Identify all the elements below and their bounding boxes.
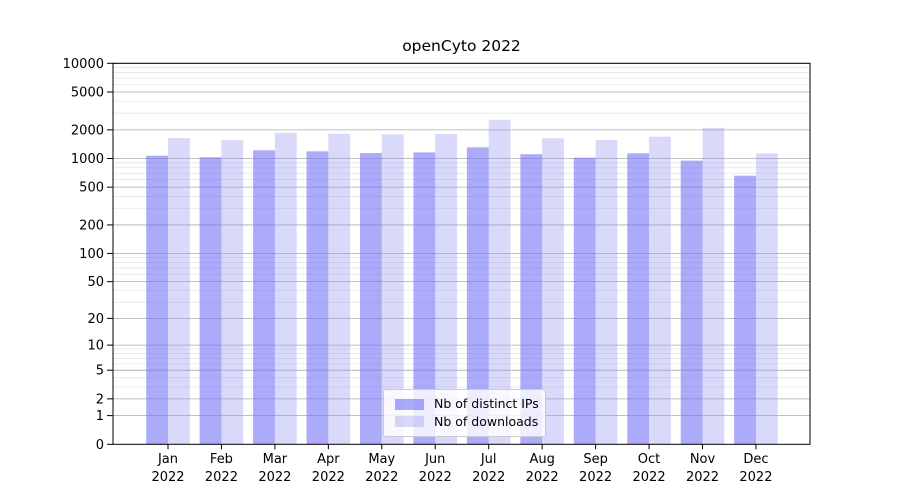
bar-downloads-nov — [702, 127, 725, 445]
bar-distinct-ips-jul — [466, 147, 489, 445]
x-tick-label-year: 2022 — [526, 470, 559, 485]
x-tick-label-year: 2022 — [579, 470, 612, 485]
legend-label-downloads: Nb of downloads — [434, 413, 539, 429]
y-tick-label: 20 — [87, 312, 104, 327]
x-tick-label-year: 2022 — [686, 470, 719, 485]
chart-title: openCyto 2022 — [402, 37, 521, 55]
x-tick-label-year: 2022 — [312, 470, 345, 485]
legend-swatch-distinct-ips-icon — [395, 398, 424, 410]
legend: Nb of distinct IPs Nb of downloads — [383, 389, 546, 437]
bar-distinct-ips-feb — [199, 157, 222, 445]
x-tick-label-month: Dec — [743, 452, 768, 467]
x-tick-label-month: May — [368, 452, 395, 467]
y-tick-label: 1 — [96, 409, 104, 424]
y-tick-label: 2 — [96, 392, 104, 407]
legend-item-downloads: Nb of downloads — [395, 413, 545, 429]
x-tick-label-month: Apr — [317, 452, 340, 467]
x-tick-label-month: Feb — [210, 452, 233, 467]
bar-downloads-dec — [755, 153, 778, 445]
y-tick-label: 5 — [96, 364, 104, 379]
x-tick-label-year: 2022 — [365, 470, 398, 485]
bar-downloads-jul — [488, 119, 511, 445]
bar-distinct-ips-jun — [413, 152, 436, 445]
x-tick-label-month: Aug — [529, 452, 554, 467]
x-tick-label-month: Jun — [424, 452, 445, 467]
x-tick-label-month: Jul — [480, 452, 497, 467]
y-tick-label: 200 — [79, 218, 104, 233]
x-tick-label-month: Sep — [583, 452, 608, 467]
x-tick-label-month: Nov — [690, 452, 716, 467]
bar-downloads-apr — [328, 133, 351, 445]
x-tick-label-year: 2022 — [472, 470, 505, 485]
x-tick-label-year: 2022 — [739, 470, 772, 485]
bar-distinct-ips-aug — [520, 154, 543, 445]
bar-distinct-ips-oct — [627, 153, 650, 445]
y-tick-label: 2000 — [71, 123, 104, 138]
bar-distinct-ips-dec — [734, 175, 756, 445]
y-tick-label: 10000 — [63, 57, 104, 72]
bar-distinct-ips-sep — [573, 157, 596, 445]
bar-distinct-ips-mar — [253, 150, 275, 445]
bar-distinct-ips-may — [360, 153, 382, 445]
x-tick-label-year: 2022 — [205, 470, 238, 485]
x-tick-label-month: Jan — [157, 452, 178, 467]
x-tick-label-year: 2022 — [419, 470, 452, 485]
y-tick-label: 5000 — [71, 85, 104, 100]
bar-downloads-may — [381, 134, 404, 445]
bar-downloads-sep — [595, 139, 618, 445]
x-tick-label-year: 2022 — [151, 470, 184, 485]
bar-downloads-jun — [435, 133, 458, 445]
legend-swatch-downloads-icon — [395, 416, 424, 428]
y-tick-label: 1000 — [71, 152, 104, 167]
y-tick-label: 0 — [96, 438, 104, 453]
y-tick-label: 500 — [79, 181, 104, 196]
bar-distinct-ips-apr — [306, 151, 329, 445]
x-tick-label-year: 2022 — [633, 470, 666, 485]
y-tick-label: 50 — [87, 275, 104, 290]
legend-label-distinct-ips: Nb of distinct IPs — [434, 396, 539, 411]
bar-downloads-jan — [168, 138, 190, 445]
bar-distinct-ips-nov — [680, 160, 703, 445]
bar-distinct-ips-jan — [146, 155, 168, 445]
x-tick-label-month: Oct — [638, 452, 660, 467]
bar-downloads-aug — [542, 138, 564, 445]
bar-downloads-oct — [649, 136, 671, 445]
y-tick-label: 10 — [87, 339, 104, 354]
legend-item-distinct-ips: Nb of distinct IPs — [395, 396, 545, 411]
bar-downloads-mar — [274, 132, 297, 445]
x-tick-label-month: Mar — [263, 452, 288, 467]
y-tick-label: 100 — [79, 247, 104, 262]
bar-downloads-feb — [221, 140, 244, 445]
x-tick-label-year: 2022 — [258, 470, 291, 485]
